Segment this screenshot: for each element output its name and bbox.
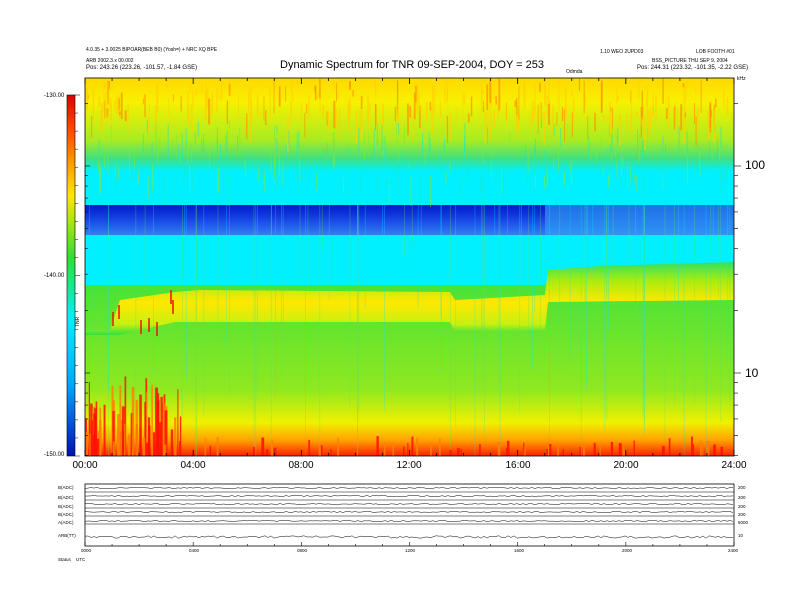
panel-trace bbox=[84, 495, 734, 497]
header-center-right: Odmda bbox=[566, 69, 583, 75]
panel-time-tick: 1600 bbox=[514, 548, 525, 553]
panel-left-label: A(ADC) bbox=[58, 520, 74, 525]
header-left-line1: 4.0.35 + 3.0025 BIPOAR(BEB B0) (Yosh=) +… bbox=[86, 47, 218, 53]
panel-time-tick: 0400 bbox=[189, 548, 200, 553]
panel-right-label: 200 bbox=[738, 512, 746, 517]
colorbar bbox=[66, 94, 76, 457]
footer-status-label: Status bbox=[58, 557, 71, 562]
header-right-line1: 1.10 WEO 2UPD03 bbox=[600, 49, 644, 55]
panel-right-label: 5000 bbox=[738, 520, 749, 525]
header-right-line2: LOB FOOTH #01 bbox=[696, 49, 735, 55]
x-tick-label: 16:00 bbox=[505, 460, 531, 471]
colorbar-label: TNR bbox=[75, 316, 81, 327]
panel-left-label: B(ADC) bbox=[58, 504, 74, 509]
bottom-panels-frame bbox=[84, 483, 735, 547]
panel-time-tick: 1200 bbox=[405, 548, 416, 553]
x-tick-label: 08:00 bbox=[288, 460, 314, 471]
colorbar-tick-label: -150.00 bbox=[44, 452, 65, 458]
colorbar-tick-label: -140.00 bbox=[44, 273, 65, 279]
panel-time-tick: 2400 bbox=[728, 548, 739, 553]
panel-trace bbox=[84, 503, 734, 505]
panel-right-label: 200 bbox=[738, 495, 746, 500]
panel-time-tick: 0800 bbox=[297, 548, 308, 553]
header-left-position: Pos: 243.26 (223.26, -101.57, -1.84 GSE) bbox=[86, 65, 198, 71]
y-tick-label: 10 bbox=[745, 366, 759, 380]
panel-trace bbox=[84, 511, 734, 513]
panel-right-label: 200 bbox=[738, 485, 746, 490]
panel-trace bbox=[84, 535, 734, 539]
y-tick-label: 100 bbox=[745, 158, 766, 172]
panel-right-label: 10 bbox=[738, 533, 744, 538]
chart-title: Dynamic Spectrum for TNR 09-SEP-2004, DO… bbox=[280, 59, 545, 71]
panel-trace bbox=[84, 487, 734, 489]
panel-time-tick: 2000 bbox=[622, 548, 633, 553]
x-tick-label: 20:00 bbox=[613, 460, 639, 471]
x-tick-label: 12:00 bbox=[396, 460, 422, 471]
panel-trace bbox=[84, 520, 734, 522]
header-right-line3: BSS_PICTURE THU SEP 9, 2004 bbox=[652, 58, 728, 64]
panel-left-label: B(ADC) bbox=[58, 495, 74, 500]
corner-unit-label: kHz bbox=[737, 76, 746, 82]
x-tick-label: 04:00 bbox=[180, 460, 206, 471]
x-tick-label: 00:00 bbox=[72, 460, 98, 471]
panel-right-label: 200 bbox=[738, 504, 746, 509]
panel-left-label: B(ADC) bbox=[58, 512, 74, 517]
header-left-line2: ARB 2002.3.x 00.002 bbox=[86, 58, 134, 64]
colorbar-tick-label: -130.00 bbox=[44, 93, 65, 99]
spectrogram bbox=[85, 78, 734, 456]
x-tick-label: 24:00 bbox=[721, 460, 747, 471]
panel-time-tick: 0000 bbox=[81, 548, 92, 553]
panel-left-label: ARB(TT) bbox=[58, 533, 76, 538]
header-right-position: Pos: 244.31 (223.32, -101.35, -2.22 GSE) bbox=[637, 65, 749, 71]
footer-utc-label: UTC bbox=[76, 557, 86, 562]
panel-left-label: B(ADC) bbox=[58, 485, 74, 490]
